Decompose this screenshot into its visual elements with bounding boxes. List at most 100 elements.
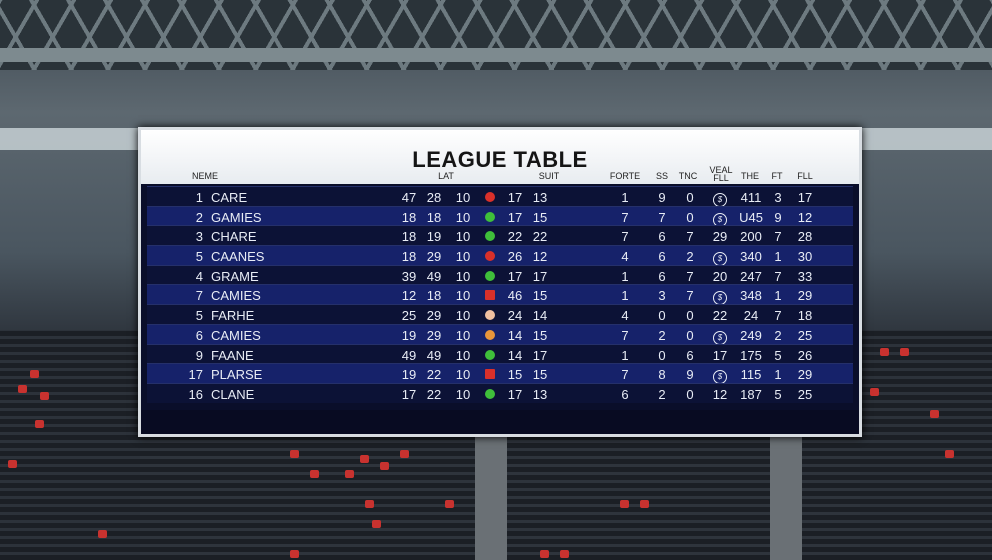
- cell-b: 49: [426, 268, 442, 284]
- red-seat: [400, 450, 409, 458]
- cell-a: 25: [401, 308, 417, 324]
- team-name: GAMIES: [211, 209, 262, 225]
- cell-the: 348: [740, 288, 762, 304]
- cell-g: 8: [658, 367, 666, 383]
- rank: 16: [188, 386, 203, 402]
- cell-e: 17: [532, 347, 548, 363]
- table-row: 16 CLANE 17 22 10 17 13 6 2 0 187 5 25 12: [147, 382, 853, 403]
- table-row: 6 CAMIES 19 29 10 14 15 7 2 0 249 2 25 $: [147, 323, 853, 345]
- stairs-aisle: [770, 436, 802, 560]
- cell-f: 1: [621, 347, 629, 363]
- cell-ft: 7: [774, 229, 782, 245]
- cell-e: 15: [532, 288, 548, 304]
- cell-d: 17: [507, 209, 523, 225]
- status-indicator-icon: [485, 329, 495, 340]
- rank: 7: [195, 288, 203, 304]
- team-name: CLANE: [211, 386, 255, 402]
- scoreboard-header: LEAGUE TABLE NEME LAT SUIT FORTE SS TNC VEAL F…: [141, 130, 859, 184]
- cell-veal-symbol-icon: $: [713, 288, 727, 306]
- cell-the: 24: [743, 308, 759, 324]
- column-header: SS: [655, 171, 669, 181]
- status-indicator-icon: [485, 310, 495, 321]
- cell-e: 12: [532, 249, 548, 265]
- red-seat: [620, 500, 629, 508]
- cell-c: 10: [455, 386, 471, 402]
- league-table: 1 CARE 47 28 10 17 13 1 9 0 411 3 17 $2 GAMIES 18 18 10…: [147, 186, 853, 403]
- cell-veal-symbol-icon: $: [713, 328, 727, 345]
- red-seat: [900, 348, 909, 356]
- cell-ft: 2: [774, 327, 782, 343]
- column-header: FT: [771, 171, 783, 181]
- cell-h: 7: [686, 229, 694, 245]
- cell-b: 18: [426, 288, 442, 304]
- column-header: SUIT: [538, 171, 560, 181]
- cell-fll: 25: [797, 386, 813, 402]
- status-indicator-icon: [485, 388, 495, 399]
- cell-c: 10: [455, 347, 471, 363]
- cell-g: 0: [658, 347, 666, 363]
- cell-f: 4: [621, 308, 629, 324]
- cell-d: 14: [507, 327, 523, 343]
- red-seat: [30, 370, 39, 378]
- cell-a: 49: [401, 347, 417, 363]
- cell-b: 22: [426, 386, 442, 402]
- cell-f: 7: [621, 229, 629, 245]
- cell-veal: 17: [712, 347, 728, 363]
- cell-c: 10: [455, 308, 471, 324]
- cell-b: 22: [426, 367, 442, 383]
- cell-veal: 22: [712, 308, 728, 324]
- cell-e: 15: [532, 209, 548, 225]
- cell-fll: 33: [797, 268, 813, 284]
- cell-d: 22: [507, 229, 523, 245]
- cell-a: 39: [401, 268, 417, 284]
- cell-d: 17: [507, 386, 523, 402]
- scoreboard-footer: [141, 410, 859, 434]
- red-seat: [8, 460, 17, 468]
- cell-f: 4: [621, 249, 629, 265]
- red-seat: [35, 420, 44, 428]
- red-seat: [380, 462, 389, 470]
- cell-a: 17: [401, 386, 417, 402]
- cell-b: 28: [426, 190, 442, 205]
- cell-d: 17: [507, 268, 523, 284]
- cell-g: 9: [658, 190, 666, 205]
- cell-veal: 29: [712, 229, 728, 245]
- cell-h: 0: [686, 327, 694, 343]
- column-header: FORTE: [609, 171, 641, 181]
- red-seat: [640, 500, 649, 508]
- red-seat: [870, 388, 879, 396]
- table-row: 9 FAANE 49 49 10 14 17 1 0 6 175 5 26 17: [147, 343, 853, 364]
- cell-g: 2: [658, 386, 666, 402]
- cell-d: 14: [507, 347, 523, 363]
- red-seat: [372, 520, 381, 528]
- cell-b: 19: [426, 229, 442, 245]
- red-seat: [290, 450, 299, 458]
- team-name: PLARSE: [211, 367, 263, 383]
- cell-b: 29: [426, 249, 442, 265]
- red-seat: [360, 455, 369, 463]
- cell-h: 0: [686, 209, 694, 225]
- cell-e: 17: [532, 268, 548, 284]
- rank: 3: [195, 229, 203, 245]
- cell-ft: 7: [774, 268, 782, 284]
- cell-h: 0: [686, 386, 694, 402]
- cell-f: 1: [621, 190, 629, 205]
- cell-g: 0: [658, 308, 666, 324]
- red-seat: [930, 410, 939, 418]
- cell-a: 18: [401, 209, 417, 225]
- status-indicator-icon: [485, 349, 495, 360]
- column-header: VEAL FLL: [709, 165, 733, 183]
- cell-d: 26: [507, 249, 523, 265]
- cell-the: 340: [740, 249, 762, 265]
- scoreboard: LEAGUE TABLE NEME LAT SUIT FORTE SS TNC VEAL F…: [138, 127, 862, 437]
- red-seat: [290, 550, 299, 558]
- cell-veal-symbol-icon: $: [713, 249, 727, 267]
- red-seat: [945, 450, 954, 458]
- column-header: THE: [741, 171, 759, 181]
- cell-h: 7: [686, 288, 694, 304]
- cell-e: 14: [532, 308, 548, 324]
- team-name: CHARE: [211, 229, 257, 245]
- cell-veal-symbol-icon: $: [713, 210, 727, 227]
- red-seat: [310, 470, 319, 478]
- cell-f: 1: [621, 288, 629, 304]
